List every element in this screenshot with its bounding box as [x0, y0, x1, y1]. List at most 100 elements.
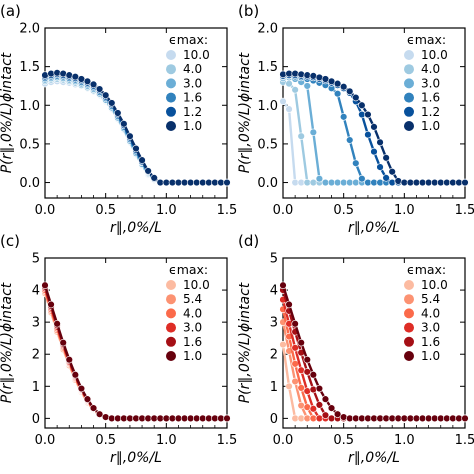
legend-marker — [166, 336, 176, 347]
data-point — [47, 69, 55, 78]
legend-marker — [166, 92, 176, 103]
y-axis-label: P(r∥,0%/L)ϕintact — [237, 52, 253, 173]
legend-label: 4.0 — [421, 62, 440, 76]
legend-title: ϵmax: — [169, 32, 208, 47]
legend-label: 1.0 — [421, 119, 440, 133]
data-point — [285, 300, 293, 309]
y-tick-label: 1.0 — [19, 99, 40, 114]
x-axis-label: r∥,0%/L — [348, 450, 400, 466]
data-point — [89, 80, 98, 89]
data-point — [333, 89, 342, 98]
data-point — [223, 178, 231, 187]
data-point — [303, 387, 311, 395]
data-point — [83, 77, 92, 86]
axes-frame — [282, 27, 466, 199]
legend-label: 10.0 — [183, 278, 210, 292]
legend-label: 1.0 — [183, 119, 202, 133]
legend-label: 1.0 — [421, 349, 440, 363]
x-tick-label: 1.5 — [217, 433, 238, 448]
data-point — [461, 414, 469, 423]
x-tick-label: 1.5 — [455, 433, 474, 448]
legend-label: 10.0 — [421, 278, 448, 292]
y-tick-label: 5 — [32, 252, 40, 267]
legend-marker — [166, 351, 176, 361]
legend-marker — [166, 280, 176, 290]
y-tick-label: 2 — [270, 348, 278, 363]
x-axis-label: r∥,0%/L — [110, 450, 162, 466]
axes-frame — [44, 257, 228, 429]
y-tick-label: 4 — [32, 284, 40, 299]
y-tick-label: 1 — [32, 380, 40, 395]
data-point — [41, 281, 49, 289]
panel-a: 0.0 0.5 1.0 1.5 0.0 0.5 1.0 1.5 2.0 ϵmax:10.04.03… — [0, 2, 237, 236]
data-point — [150, 174, 158, 182]
data-point — [339, 83, 348, 91]
data-point — [47, 300, 55, 309]
data-point — [364, 110, 372, 119]
x-tick-label: 0.0 — [35, 433, 56, 448]
panel-b: 0.0 0.5 1.0 1.5 0.0 0.5 1.0 1.5 2.0 ϵmax:10.04.03… — [237, 2, 474, 236]
data-point — [59, 69, 67, 78]
data-point — [339, 113, 348, 121]
data-point — [297, 70, 305, 79]
y-axis-label: P(r∥,0%/L)ϕintact — [0, 282, 15, 403]
x-tick-label: 1.0 — [156, 433, 177, 448]
x-tick-label: 1.5 — [217, 203, 238, 218]
legend-marker — [404, 336, 414, 347]
data-point — [53, 320, 61, 328]
data-point — [297, 384, 305, 392]
data-point — [126, 132, 134, 140]
legend-marker — [166, 294, 176, 305]
data-point — [41, 71, 49, 79]
legend-label: 1.6 — [421, 91, 440, 105]
legend-marker — [166, 322, 176, 333]
data-point — [315, 401, 324, 409]
y-tick-label: 0 — [270, 412, 278, 427]
data-point — [315, 384, 324, 393]
data-point — [333, 79, 342, 88]
data-point — [327, 404, 336, 412]
data-point — [144, 167, 152, 175]
data-point — [352, 93, 360, 102]
y-tick-label: 2.0 — [257, 22, 278, 37]
panel-label: (a) — [0, 2, 21, 20]
legend-marker — [166, 121, 176, 131]
axes-frame — [44, 27, 228, 199]
data-point — [303, 82, 311, 90]
y-tick-label: 1.5 — [19, 60, 40, 75]
series-5 — [41, 69, 231, 187]
data-point — [303, 71, 311, 79]
legend-marker — [166, 308, 176, 319]
data-point — [120, 120, 128, 128]
data-point — [132, 144, 140, 153]
legend-marker — [166, 78, 176, 89]
data-point — [358, 174, 366, 183]
data-point — [285, 382, 293, 391]
legend-marker — [404, 92, 414, 103]
data-point — [101, 413, 110, 421]
panel-label: (c) — [0, 232, 20, 250]
data-point — [309, 405, 318, 413]
x-tick-label: 1.5 — [455, 203, 474, 218]
data-point — [291, 320, 299, 328]
data-point — [223, 414, 231, 423]
data-point — [370, 123, 378, 131]
x-tick-label: 0.5 — [95, 433, 116, 448]
data-point — [321, 395, 330, 403]
legend-title: ϵmax: — [407, 262, 446, 277]
data-point — [65, 355, 73, 364]
data-point — [309, 385, 318, 394]
x-tick-label: 0.0 — [35, 203, 56, 218]
data-point — [358, 101, 366, 109]
series-5 — [279, 69, 469, 187]
data-point — [71, 371, 80, 379]
data-point — [101, 91, 110, 99]
legend-label: 5.4 — [183, 292, 202, 306]
data-point — [382, 154, 390, 162]
legend-marker — [404, 64, 414, 75]
data-point — [370, 147, 378, 156]
legend-label: 3.0 — [183, 321, 202, 335]
x-axis-label: r∥,0%/L — [348, 220, 400, 236]
legend-marker — [166, 64, 176, 75]
